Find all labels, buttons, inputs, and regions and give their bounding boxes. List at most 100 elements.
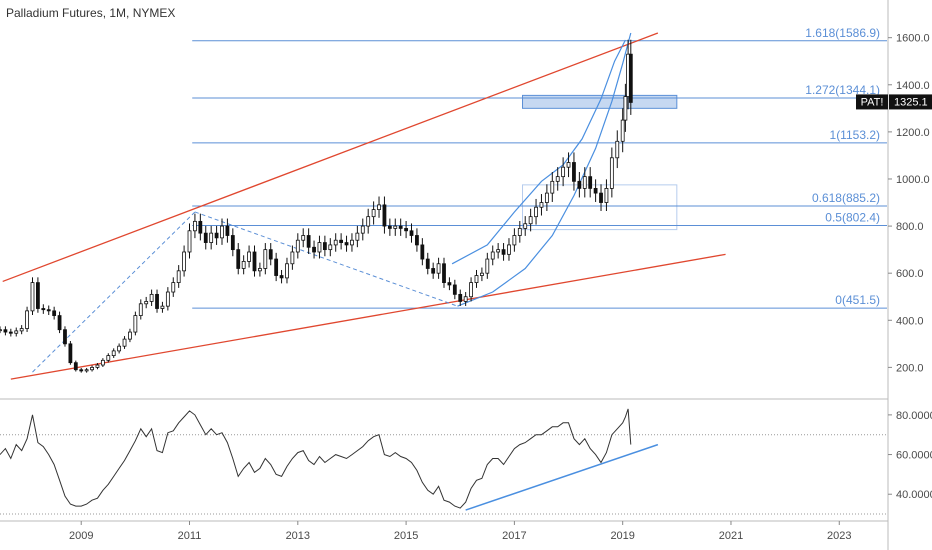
candle-body [480,272,484,276]
last-price-tag-bg [889,94,932,110]
candle-body [409,230,414,236]
fib-level-label: 0.618(885.2) [812,191,880,205]
rsi-tick-label: 80.0000 [896,410,932,422]
candle-body [555,176,560,182]
candle-body [377,204,381,210]
chart-title: Palladium Futures, 1M, NYMEX [6,6,175,20]
parabolic-arc [457,32,632,307]
candle-body [258,268,262,272]
candle-body [523,223,528,229]
candle-body [539,202,544,208]
last-price-tag: 1325.1 [894,96,928,108]
candle-body [290,251,295,265]
candle-body [528,216,533,225]
candle-body [106,355,111,361]
price-tick-label: 1000.0 [896,174,930,186]
candle-body [328,244,333,251]
x-tick-label: 2017 [502,530,526,542]
candle-body [474,275,479,284]
candle-body [63,329,67,345]
symbol-tag-bg [856,94,888,110]
candle-body [317,242,322,253]
candle-body [198,220,203,234]
candle-body [165,291,170,307]
candle-body [252,251,257,272]
candle-body [79,369,84,372]
fib-level-label: 0.5(802.4) [825,211,880,225]
candle-body [52,310,57,316]
candle-body [442,263,446,284]
candle-body [241,261,246,269]
candle-body [274,258,279,276]
candle-body [268,249,273,260]
channel-line [10,253,726,380]
candle-body [366,216,371,227]
candle-body [14,330,19,334]
candle-body [312,246,316,253]
candle-body [447,282,452,286]
rsi-tick-label: 60.0000 [896,450,932,462]
candle-body [214,232,219,239]
price-tick-label: 1600.0 [896,33,930,45]
candle-body [339,239,344,243]
candle-body [582,176,587,189]
parabolic-arc-inner [451,39,626,265]
candle-body [507,244,511,255]
candle-body [387,225,392,229]
candle-body [623,96,628,121]
fib-level-label: 1.618(1586.9) [805,26,880,40]
candle-body [41,308,46,311]
candle-body [561,166,566,178]
candle-body [452,284,457,295]
fib-level-label: 0(451.5) [835,293,880,307]
candle-body [133,315,138,333]
fib-level-label: 1(1153.2) [830,128,880,142]
x-tick-label: 2021 [719,530,743,542]
x-tick-label: 2019 [610,530,634,542]
candle-body [534,206,538,218]
candle-body [458,293,463,302]
price-tick-label: 800.0 [896,221,924,233]
price-tick-label: 200.0 [896,362,924,374]
candle-body [577,180,582,189]
candle-body [496,249,501,253]
candle-body [95,364,100,368]
candle-body [398,225,403,229]
retrace-box [522,184,678,231]
candle-body [285,263,289,279]
candle-body [512,235,517,246]
candle-body [3,329,8,333]
fib-level-label: 1.272(1344.1) [805,83,880,97]
candle-body [209,232,214,243]
rsi-trendline [465,443,659,511]
candle-body [279,275,284,279]
candle-body [593,188,598,194]
candle-body [355,232,360,241]
candle-body [604,188,609,203]
candle-body [90,366,94,371]
candle-body [187,230,192,253]
channel-line [2,32,659,283]
candle-body [182,251,186,272]
candle-body [371,209,376,218]
dashed-projection-line [194,211,458,307]
candle-body [628,53,633,103]
candle-body [615,140,620,159]
rsi-pane[interactable] [0,408,888,515]
candle-body [149,293,154,302]
candle-body [431,268,436,274]
candle-body [469,282,473,298]
candle-body [230,235,235,251]
candle-body [19,328,24,332]
candle-body [100,359,105,366]
candle-body [36,282,40,309]
candle-body [171,282,176,293]
candle-body [360,225,365,234]
candle-body [425,258,430,269]
price-pane[interactable]: 1.618(1586.9) 1.272(1344.1) 1(1153.2) 0.618… [0,26,887,380]
candle-body [404,228,408,232]
candle-body [111,350,116,357]
candle-body [0,329,2,332]
